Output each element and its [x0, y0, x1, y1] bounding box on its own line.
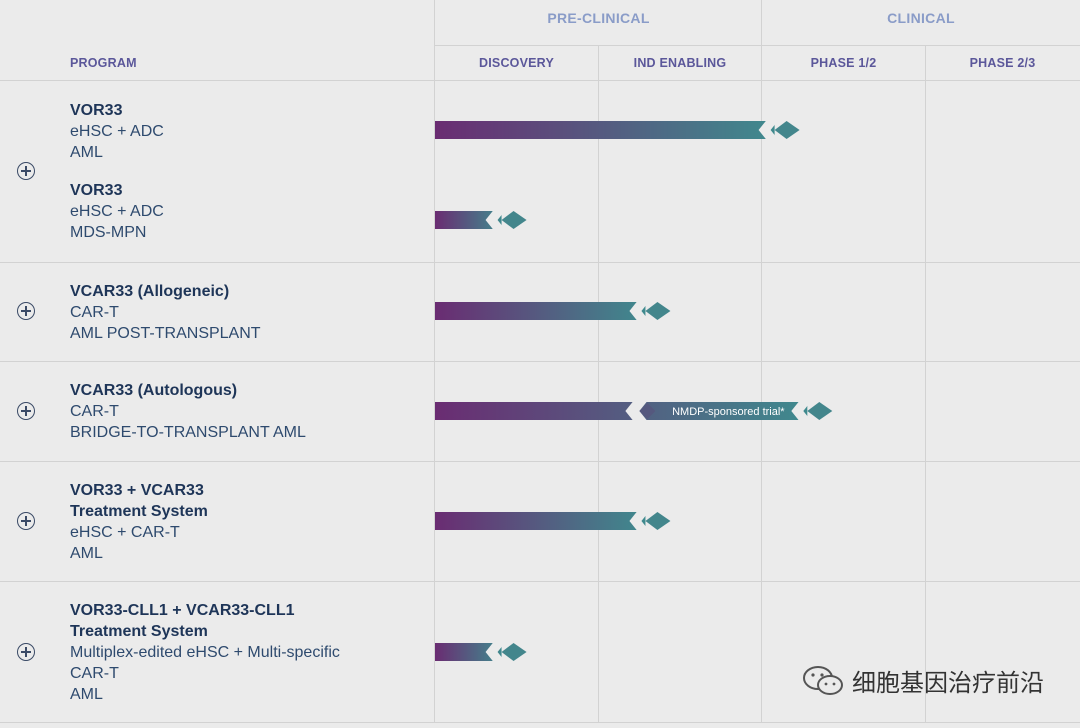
stage-ind-enabling: IND ENABLING	[633, 56, 727, 70]
diamond-marker	[639, 403, 656, 419]
diamond-marker	[807, 402, 833, 420]
program-name: Treatment System	[70, 503, 208, 520]
watermark-text: 细胞基因治疗前沿	[852, 670, 1044, 697]
divider	[0, 581, 1080, 582]
program-detail: eHSC + ADC	[70, 203, 164, 220]
program-detail: AML POST-TRANSPLANT	[70, 325, 261, 342]
bar-end-chevron	[485, 642, 506, 662]
divider	[925, 46, 926, 722]
divider	[0, 461, 1080, 462]
stage-break-chevron	[625, 401, 648, 421]
stage-discovery: DISCOVERY	[479, 56, 554, 70]
program-entry: VOR33-CLL1 + VCAR33-CLL1 Treatment System…	[70, 600, 340, 705]
expand-icon[interactable]	[17, 512, 35, 530]
expand-icon[interactable]	[17, 402, 35, 420]
program-name: VOR33	[70, 102, 123, 119]
divider	[598, 46, 599, 722]
program-detail: CAR-T	[70, 665, 119, 682]
bar-end-chevron	[791, 401, 812, 421]
program-detail: AML	[70, 545, 103, 562]
program-detail: Multiplex-edited eHSC + Multi-specific	[70, 644, 340, 661]
stage-phase-2-3: PHASE 2/3	[969, 56, 1036, 70]
diamond-marker	[501, 643, 527, 661]
divider	[0, 80, 1080, 81]
divider	[0, 262, 1080, 263]
expand-icon[interactable]	[17, 162, 35, 180]
program-detail: eHSC + CAR-T	[70, 524, 180, 541]
program-entry: VOR33 eHSC + ADC AML	[70, 100, 164, 163]
program-name: VCAR33 (Allogeneic)	[70, 283, 230, 300]
bar-annotation: NMDP-sponsored trial*	[672, 406, 785, 418]
program-detail: CAR-T	[70, 304, 119, 321]
program-name: VOR33	[70, 182, 123, 199]
divider	[0, 361, 1080, 362]
divider	[0, 722, 1080, 723]
wechat-icon	[803, 665, 843, 695]
expand-icon[interactable]	[17, 302, 35, 320]
program-entry: VCAR33 (Autologous) CAR-T BRIDGE-TO-TRANSP…	[70, 380, 306, 443]
stage-phase-1-2: PHASE 1/2	[810, 56, 877, 70]
group-clinical: CLINICAL	[887, 10, 955, 26]
watermark: 细胞基因治疗前沿	[802, 663, 1044, 698]
program-name: VOR33-CLL1 + VCAR33-CLL1	[70, 602, 295, 619]
diamond-marker	[645, 512, 671, 530]
divider	[761, 0, 762, 722]
progress-bar	[435, 512, 646, 530]
diamond-marker	[774, 121, 800, 139]
diamond-marker	[501, 211, 527, 229]
divider	[435, 45, 1080, 46]
program-entry: VCAR33 (Allogeneic) CAR-T AML POST-TRANSPL…	[70, 281, 261, 344]
program-detail: BRIDGE-TO-TRANSPLANT AML	[70, 424, 306, 441]
bar-end-chevron	[629, 511, 650, 531]
divider	[434, 0, 435, 722]
program-column-header: PROGRAM	[70, 56, 137, 70]
program-name: VOR33 + VCAR33	[70, 482, 204, 499]
progress-bar	[435, 211, 502, 229]
program-detail: AML	[70, 686, 103, 703]
expand-icon[interactable]	[17, 643, 35, 661]
progress-bar	[435, 402, 808, 420]
bar-end-chevron	[485, 210, 506, 230]
program-detail: MDS-MPN	[70, 224, 147, 241]
program-entry: VOR33 + VCAR33 Treatment System eHSC + CAR…	[70, 480, 208, 564]
progress-bar	[435, 643, 502, 661]
program-detail: CAR-T	[70, 403, 119, 420]
program-name: VCAR33 (Autologous)	[70, 382, 238, 399]
program-detail: eHSC + ADC	[70, 123, 164, 140]
bar-end-chevron	[629, 301, 650, 321]
group-preclinical: PRE-CLINICAL	[547, 10, 650, 26]
program-entry: VOR33 eHSC + ADC MDS-MPN	[70, 180, 164, 243]
progress-bar	[435, 302, 646, 320]
program-name: Treatment System	[70, 623, 208, 640]
bar-end-chevron	[758, 120, 779, 140]
diamond-marker	[645, 302, 671, 320]
progress-bar	[435, 121, 775, 139]
program-detail: AML	[70, 144, 103, 161]
